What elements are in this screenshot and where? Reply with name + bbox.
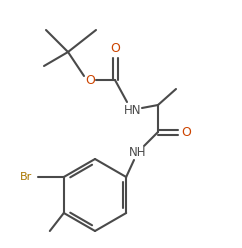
Text: Br: Br [20, 172, 32, 182]
Text: O: O [85, 73, 95, 87]
Text: NH: NH [129, 146, 147, 158]
Text: O: O [181, 125, 191, 138]
Text: HN: HN [124, 103, 142, 117]
Text: O: O [110, 42, 120, 56]
